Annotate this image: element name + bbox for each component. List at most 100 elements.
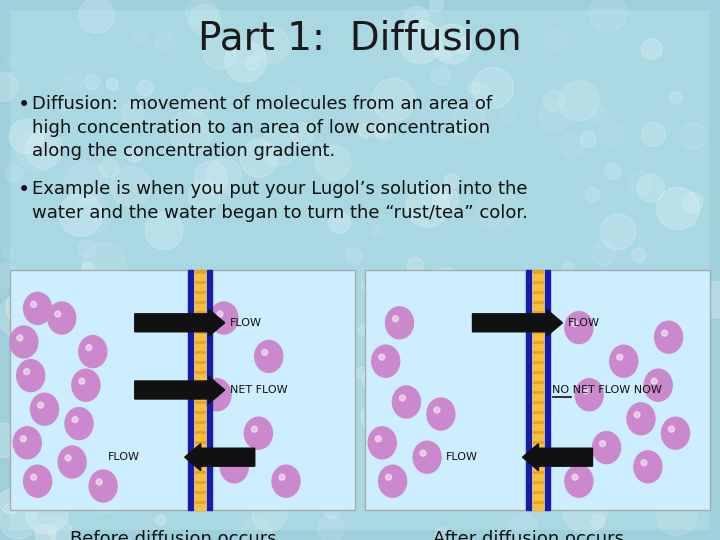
Ellipse shape (272, 465, 300, 497)
Bar (207, 270, 212, 510)
Circle shape (631, 248, 646, 262)
Bar (194, 474, 204, 480)
Circle shape (320, 416, 337, 433)
Ellipse shape (24, 369, 30, 375)
Circle shape (362, 368, 384, 391)
Circle shape (169, 110, 212, 153)
Ellipse shape (420, 450, 426, 456)
Circle shape (122, 102, 144, 124)
Circle shape (200, 306, 215, 321)
Circle shape (0, 295, 40, 338)
Circle shape (0, 72, 18, 101)
Ellipse shape (89, 470, 117, 502)
Circle shape (472, 85, 489, 102)
Ellipse shape (385, 307, 413, 339)
Circle shape (544, 29, 567, 51)
Circle shape (207, 271, 231, 296)
Circle shape (35, 515, 72, 540)
Circle shape (22, 448, 60, 486)
Circle shape (539, 101, 570, 132)
Ellipse shape (72, 416, 78, 423)
Ellipse shape (255, 340, 283, 373)
Ellipse shape (565, 465, 593, 497)
Ellipse shape (55, 311, 60, 317)
Ellipse shape (600, 441, 606, 447)
Circle shape (32, 278, 75, 321)
Circle shape (201, 314, 212, 325)
Circle shape (195, 286, 210, 300)
Circle shape (673, 384, 702, 413)
Text: FLOW: FLOW (567, 318, 600, 328)
Circle shape (116, 476, 145, 505)
Ellipse shape (400, 395, 405, 401)
Circle shape (544, 91, 564, 111)
Circle shape (444, 173, 459, 188)
Ellipse shape (262, 349, 268, 355)
Circle shape (361, 403, 389, 431)
Circle shape (399, 21, 442, 64)
Circle shape (240, 437, 253, 450)
Circle shape (564, 490, 607, 534)
Circle shape (492, 279, 513, 300)
Circle shape (359, 124, 372, 138)
Text: Before diffusion occurs…: Before diffusion occurs… (70, 530, 295, 540)
Bar (526, 270, 531, 510)
Circle shape (559, 80, 599, 121)
Bar (194, 344, 204, 350)
Circle shape (452, 104, 487, 138)
Ellipse shape (654, 321, 683, 353)
Circle shape (138, 80, 153, 96)
Circle shape (654, 286, 684, 315)
Ellipse shape (30, 393, 58, 425)
Ellipse shape (610, 345, 638, 377)
Circle shape (186, 0, 218, 29)
Circle shape (668, 376, 699, 407)
Circle shape (357, 367, 368, 379)
Circle shape (375, 124, 388, 137)
Circle shape (407, 258, 423, 274)
Ellipse shape (368, 427, 396, 459)
Circle shape (371, 225, 382, 237)
Bar (194, 384, 204, 390)
Circle shape (46, 271, 70, 295)
Bar (533, 334, 542, 340)
Circle shape (240, 140, 278, 177)
Circle shape (560, 134, 585, 159)
Bar (533, 484, 542, 490)
Circle shape (71, 466, 102, 496)
Ellipse shape (413, 441, 441, 473)
Bar (194, 504, 204, 510)
Ellipse shape (434, 407, 440, 413)
Circle shape (69, 361, 101, 392)
Bar (533, 314, 542, 320)
Circle shape (454, 38, 470, 53)
Circle shape (58, 100, 70, 112)
Bar (544, 270, 549, 510)
Ellipse shape (668, 426, 675, 432)
Ellipse shape (20, 436, 26, 442)
Ellipse shape (79, 378, 85, 384)
Ellipse shape (582, 388, 588, 394)
Circle shape (240, 307, 264, 330)
Circle shape (194, 161, 228, 194)
Circle shape (490, 284, 509, 302)
Bar (533, 474, 542, 480)
Ellipse shape (652, 378, 657, 384)
Circle shape (373, 17, 394, 39)
Circle shape (145, 212, 183, 249)
FancyArrow shape (523, 444, 593, 471)
Circle shape (438, 186, 452, 200)
Circle shape (291, 123, 313, 145)
Bar (533, 434, 542, 440)
Circle shape (432, 24, 472, 64)
Circle shape (176, 347, 197, 368)
Ellipse shape (375, 436, 382, 442)
Circle shape (657, 187, 699, 230)
Circle shape (646, 330, 660, 344)
Bar (533, 324, 542, 330)
Circle shape (111, 166, 151, 207)
Circle shape (114, 143, 130, 158)
Bar (194, 424, 204, 430)
Circle shape (85, 75, 99, 90)
Circle shape (107, 78, 118, 90)
